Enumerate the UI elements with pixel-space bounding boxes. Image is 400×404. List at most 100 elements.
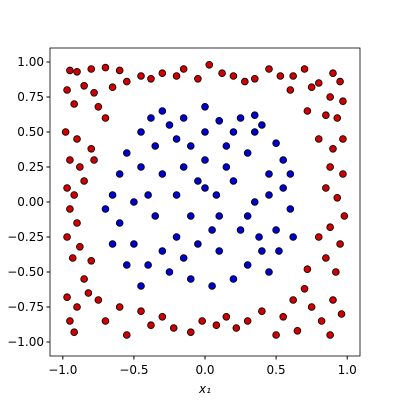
x-axis-label: x₁ — [198, 382, 211, 396]
point — [186, 328, 195, 337]
point — [80, 275, 88, 283]
point — [265, 268, 273, 276]
x-tick-label: 0.5 — [267, 363, 286, 377]
point — [333, 114, 342, 122]
point — [243, 317, 252, 325]
point — [300, 284, 309, 293]
point — [76, 163, 84, 171]
point — [339, 135, 347, 143]
point — [87, 65, 96, 73]
point — [250, 128, 259, 136]
point — [165, 121, 174, 129]
point — [286, 205, 295, 213]
point — [289, 233, 297, 241]
point — [90, 156, 98, 164]
point — [229, 177, 238, 185]
point — [300, 65, 309, 73]
point — [265, 65, 273, 73]
point — [201, 156, 209, 164]
point — [258, 307, 266, 316]
point — [198, 317, 206, 325]
point — [122, 149, 131, 157]
point — [215, 247, 224, 255]
point — [272, 331, 280, 339]
point — [108, 191, 117, 199]
point — [322, 254, 330, 262]
point — [73, 135, 81, 143]
point — [212, 191, 221, 199]
point — [172, 135, 181, 143]
point — [73, 219, 81, 227]
point — [66, 205, 74, 213]
point — [326, 223, 334, 232]
point — [250, 198, 259, 206]
point — [151, 212, 160, 220]
x-tick-label: −0.5 — [119, 363, 148, 377]
point — [272, 139, 280, 148]
point — [108, 83, 117, 91]
point — [101, 114, 110, 122]
point — [329, 296, 337, 304]
x-tick-label: 0.0 — [195, 363, 214, 377]
point — [94, 296, 103, 304]
point — [61, 128, 70, 136]
point — [158, 69, 167, 77]
point — [286, 170, 295, 178]
point — [70, 191, 78, 199]
point — [241, 77, 249, 86]
x-tick-label: −1.0 — [48, 363, 77, 377]
point — [144, 261, 152, 269]
x-tick-label: 1.0 — [338, 363, 357, 377]
point — [279, 312, 288, 321]
point — [208, 226, 216, 234]
point — [115, 170, 124, 178]
y-tick-label: −0.75 — [7, 300, 44, 314]
point — [289, 296, 297, 304]
point — [115, 219, 124, 227]
point — [80, 177, 88, 185]
point — [179, 114, 188, 122]
point — [243, 261, 252, 269]
point — [147, 75, 155, 83]
point — [70, 100, 78, 108]
point — [258, 247, 266, 255]
point — [186, 142, 195, 150]
point — [201, 184, 209, 192]
point — [101, 63, 110, 72]
point — [205, 61, 214, 69]
point — [122, 261, 131, 269]
point — [63, 184, 71, 192]
y-tick-label: 0.25 — [17, 160, 44, 174]
y-tick-label: 1.00 — [17, 55, 44, 69]
point — [236, 226, 245, 234]
point — [158, 170, 167, 178]
point — [68, 254, 77, 262]
point — [215, 212, 224, 220]
point — [63, 293, 71, 302]
point — [66, 66, 74, 75]
point — [186, 212, 195, 220]
point — [108, 240, 117, 248]
point — [276, 72, 285, 80]
point — [172, 191, 181, 199]
point — [165, 268, 174, 276]
point — [137, 128, 145, 136]
point — [329, 145, 337, 153]
point — [222, 312, 231, 321]
point — [147, 321, 155, 330]
point — [90, 89, 98, 97]
point — [339, 170, 347, 178]
y-tick-label: 0.75 — [17, 90, 44, 104]
point — [179, 254, 188, 262]
axes-frame — [49, 47, 361, 357]
point — [151, 142, 160, 150]
point — [317, 317, 326, 325]
point — [137, 282, 145, 290]
point — [332, 268, 340, 276]
point — [314, 135, 323, 143]
point — [258, 121, 266, 129]
point — [194, 75, 202, 83]
point — [314, 233, 323, 241]
